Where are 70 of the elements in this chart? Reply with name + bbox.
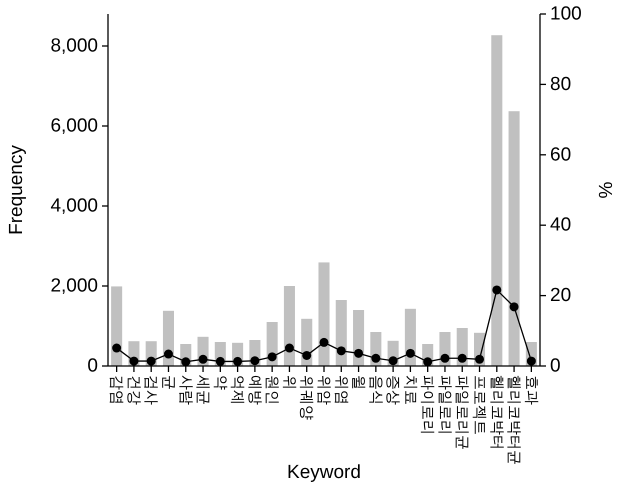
x-tick-label: 원인 <box>264 375 281 405</box>
x-tick-label: 위 <box>280 375 298 390</box>
point <box>336 346 346 356</box>
point <box>423 357 432 366</box>
x-tick-label: 효과 <box>522 375 540 405</box>
point <box>440 354 450 363</box>
x-axis-title: Keyword <box>287 462 361 483</box>
y-tick-label: 4,000 <box>50 196 98 216</box>
point <box>354 348 364 358</box>
x-tick-label: 검사 <box>142 375 160 405</box>
x-tick-label: 균 <box>160 375 177 390</box>
bar <box>111 286 122 366</box>
point <box>181 357 190 366</box>
point <box>198 354 208 364</box>
point <box>302 350 312 360</box>
x-tick-label: 헬리코박터균 <box>506 375 523 465</box>
x-tick-label: 사람 <box>177 375 194 405</box>
y-tick-label: 2,000 <box>50 276 98 296</box>
x-tick-label: 위궤양 <box>298 375 316 420</box>
x-tick-label: 파일로리 <box>436 375 454 435</box>
x-tick-label: 치료 <box>402 375 419 405</box>
point <box>233 356 242 366</box>
x-tick-label: 윌 <box>350 375 368 390</box>
x-tick-label: 약 <box>212 375 229 390</box>
y2-tick-label: 60 <box>550 144 572 166</box>
x-tick-label: 감염 <box>108 375 126 405</box>
x-tick-label: 예방 <box>246 375 264 405</box>
point <box>164 350 173 359</box>
y2-axis-title: % <box>596 181 617 198</box>
bar <box>508 111 520 366</box>
point <box>250 356 260 366</box>
point <box>475 354 484 364</box>
y2-tick-label: 0 <box>550 356 561 376</box>
point <box>458 354 467 363</box>
point <box>388 356 398 366</box>
point <box>129 356 138 366</box>
point <box>526 356 536 366</box>
y2-tick-label: 20 <box>550 285 572 306</box>
point <box>284 344 294 353</box>
bar <box>284 286 295 366</box>
x-tick-label: 음식 <box>367 375 384 405</box>
x-tick-label: 증상 <box>384 375 402 405</box>
point <box>216 356 225 366</box>
x-tick-label: 위암 <box>316 375 332 405</box>
point <box>320 338 328 347</box>
bar <box>318 262 330 366</box>
point <box>406 348 415 358</box>
y2-tick-label: 80 <box>550 74 572 95</box>
x-tick-label: 파이로리 <box>419 375 436 435</box>
point <box>510 302 519 312</box>
bar <box>336 300 347 366</box>
y-tick-label: 6,000 <box>50 116 98 136</box>
y2-tick-label: 40 <box>550 214 572 236</box>
y2-tick-label: 100 <box>550 4 582 24</box>
point <box>371 354 380 363</box>
x-tick-label: 프로젝트 <box>471 375 488 435</box>
bar <box>491 35 502 366</box>
x-tick-label: 세균 <box>194 375 212 405</box>
x-tick-label: 위염 <box>332 375 350 405</box>
point <box>112 344 122 353</box>
x-tick-label: 건강 <box>125 375 142 405</box>
x-tick-label: 파일로리균 <box>454 375 471 450</box>
x-tick-label: 헬리코박터 <box>488 375 506 450</box>
x-tick-label: 억제 <box>229 375 246 405</box>
point <box>146 356 156 366</box>
point <box>268 352 277 362</box>
y-tick-label: 8,000 <box>50 36 98 56</box>
point <box>492 285 502 294</box>
y-axis-title: Frequency <box>6 144 27 235</box>
y-tick-label: 0 <box>87 356 98 376</box>
